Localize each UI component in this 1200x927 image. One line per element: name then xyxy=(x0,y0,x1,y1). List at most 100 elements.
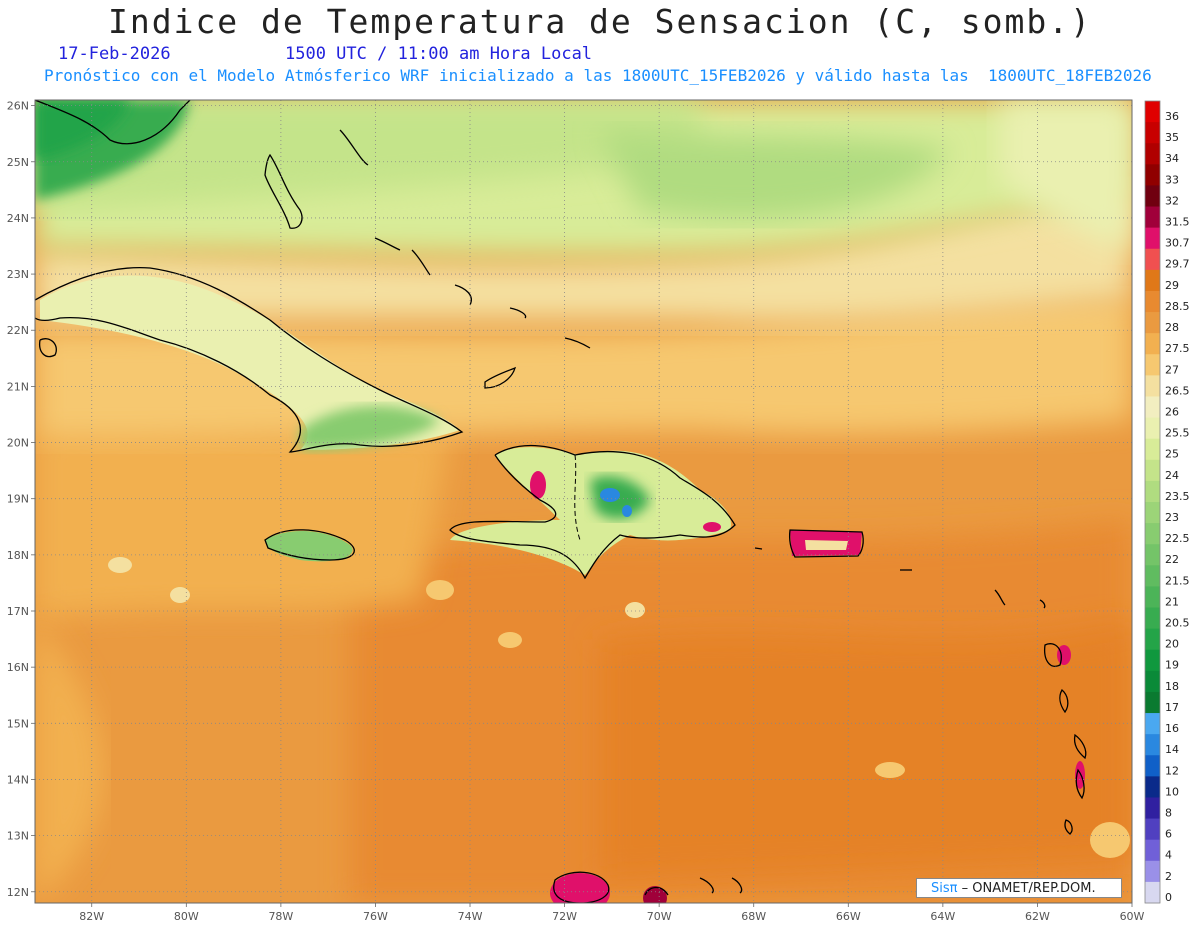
colorbar-swatch xyxy=(1145,670,1160,693)
colorbar-label: 31.5 xyxy=(1165,216,1190,229)
colorbar-swatch xyxy=(1145,734,1160,756)
lat-label: 25N xyxy=(7,156,29,169)
colorbar-label: 22.5 xyxy=(1165,532,1190,545)
forecast-note: Pronóstico con el Modelo Atmósferico WRF… xyxy=(44,66,1152,85)
latitude-labels: 26N 25N 24N 23N 22N 21N 20N 19N 18N 17N 16N 15N 14N 1… xyxy=(7,100,29,899)
colorbar-swatch xyxy=(1145,860,1160,883)
colorbar-label: 29 xyxy=(1165,279,1179,292)
colorbar-label: 28 xyxy=(1165,321,1179,334)
colorbar-swatch xyxy=(1145,290,1160,313)
lat-label: 18N xyxy=(7,549,29,562)
colorbar-label: 22 xyxy=(1165,553,1179,566)
lon-label: 68W xyxy=(741,910,766,923)
lat-label: 19N xyxy=(7,493,29,506)
colorbar-label: 26 xyxy=(1165,405,1179,418)
colorbar-swatch xyxy=(1145,544,1160,566)
colorbar-swatch xyxy=(1145,227,1160,250)
lat-label: 17N xyxy=(7,605,29,618)
colorbar-swatch xyxy=(1145,607,1160,630)
colorbar-label: 35 xyxy=(1165,131,1179,144)
colorbar-label: 8 xyxy=(1165,806,1172,819)
colorbar-swatch xyxy=(1145,354,1160,376)
colorbar-swatch xyxy=(1145,480,1160,503)
colorbar-swatch xyxy=(1145,839,1160,862)
map-frame xyxy=(34,99,1133,904)
colorbar-label: 29.7 xyxy=(1165,258,1190,271)
colorbar-swatch xyxy=(1145,713,1160,735)
colorbar-swatch xyxy=(1145,586,1160,609)
colorbar-swatch xyxy=(1145,417,1160,440)
colorbar-swatch xyxy=(1145,164,1160,186)
colorbar-label: 18 xyxy=(1165,680,1179,693)
colorbar-label: 19 xyxy=(1165,659,1179,672)
colorbar-swatch xyxy=(1145,628,1160,651)
colorbar-label: 4 xyxy=(1165,849,1172,862)
lon-label: 72W xyxy=(552,910,577,923)
lon-label: 78W xyxy=(268,910,293,923)
colorbar-label: 16 xyxy=(1165,722,1179,735)
lon-label: 82W xyxy=(79,910,104,923)
longitude-labels: 82W 80W 78W 76W 74W 72W 70W 68W 66W 64W 62W 60W xyxy=(79,910,1144,923)
colorbar-label: 14 xyxy=(1165,743,1179,756)
credit-box: Sisπ – ONAMET/REP.DOM. xyxy=(916,878,1122,898)
colorbar-swatch xyxy=(1145,523,1160,545)
lat-label: 16N xyxy=(7,661,29,674)
heat-index-field xyxy=(35,100,1132,903)
lon-label: 70W xyxy=(647,910,672,923)
colorbar-swatch xyxy=(1145,206,1160,229)
lat-label: 12N xyxy=(7,886,29,899)
borders xyxy=(574,454,581,541)
colorbar-swatch xyxy=(1145,269,1160,292)
colorbar-label: 27.5 xyxy=(1165,342,1190,355)
colorbar-swatch xyxy=(1145,776,1160,798)
colorbar-swatch xyxy=(1145,375,1160,397)
colorbar-label: 20 xyxy=(1165,638,1179,651)
credit-text: – ONAMET/REP.DOM. xyxy=(961,881,1096,896)
lon-label: 62W xyxy=(1025,910,1050,923)
colorbar-swatch xyxy=(1145,438,1160,461)
colorbar-label: 17 xyxy=(1165,701,1179,714)
graticule xyxy=(31,100,1133,907)
colorbar-swatch xyxy=(1145,333,1160,355)
lat-label: 15N xyxy=(7,717,29,730)
lon-label: 76W xyxy=(363,910,388,923)
lat-label: 26N xyxy=(7,100,29,113)
colorbar-swatch xyxy=(1145,143,1160,165)
colorbar-swatch xyxy=(1145,122,1160,144)
colorbar-swatch xyxy=(1145,797,1160,820)
lon-label: 80W xyxy=(174,910,199,923)
colorbar-label: 21.5 xyxy=(1165,574,1190,587)
lon-label: 74W xyxy=(458,910,483,923)
colorbar-label: 36 xyxy=(1165,110,1179,123)
coastlines xyxy=(35,100,1087,903)
colorbar-label: 25 xyxy=(1165,448,1179,461)
colorbar-swatch xyxy=(1145,755,1160,777)
colorbar-label: 23 xyxy=(1165,511,1179,524)
colorbar-swatch xyxy=(1145,691,1160,714)
lon-label: 66W xyxy=(836,910,861,923)
lon-label: 64W xyxy=(930,910,955,923)
colorbar-label: 20.5 xyxy=(1165,617,1190,630)
colorbar-swatch xyxy=(1145,101,1160,123)
map-title: Indice de Temperatura de Sensacion (C, s… xyxy=(107,2,1093,41)
lat-label: 20N xyxy=(7,437,29,450)
lat-label: 14N xyxy=(7,773,29,786)
colorbar-label: 21 xyxy=(1165,595,1179,608)
colorbar-swatch xyxy=(1145,818,1160,841)
lat-label: 22N xyxy=(7,324,29,337)
credit-brand: Sisπ xyxy=(931,881,958,896)
colorbar-swatch xyxy=(1145,459,1160,482)
colorbar-label: 33 xyxy=(1165,173,1179,186)
colorbar-label: 25.5 xyxy=(1165,427,1190,440)
colorbar-swatch xyxy=(1145,185,1160,208)
time-label: 1500 UTC / 11:00 am Hora Local xyxy=(285,44,593,64)
colorbar-swatch xyxy=(1145,502,1160,524)
colorbar-label: 26.5 xyxy=(1165,384,1190,397)
colorbar-label: 12 xyxy=(1165,764,1179,777)
colorbar-label: 24 xyxy=(1165,469,1179,482)
lat-label: 13N xyxy=(7,830,29,843)
colorbar-swatch xyxy=(1145,565,1160,587)
lat-label: 21N xyxy=(7,380,29,393)
colorbar-swatch xyxy=(1145,248,1160,271)
